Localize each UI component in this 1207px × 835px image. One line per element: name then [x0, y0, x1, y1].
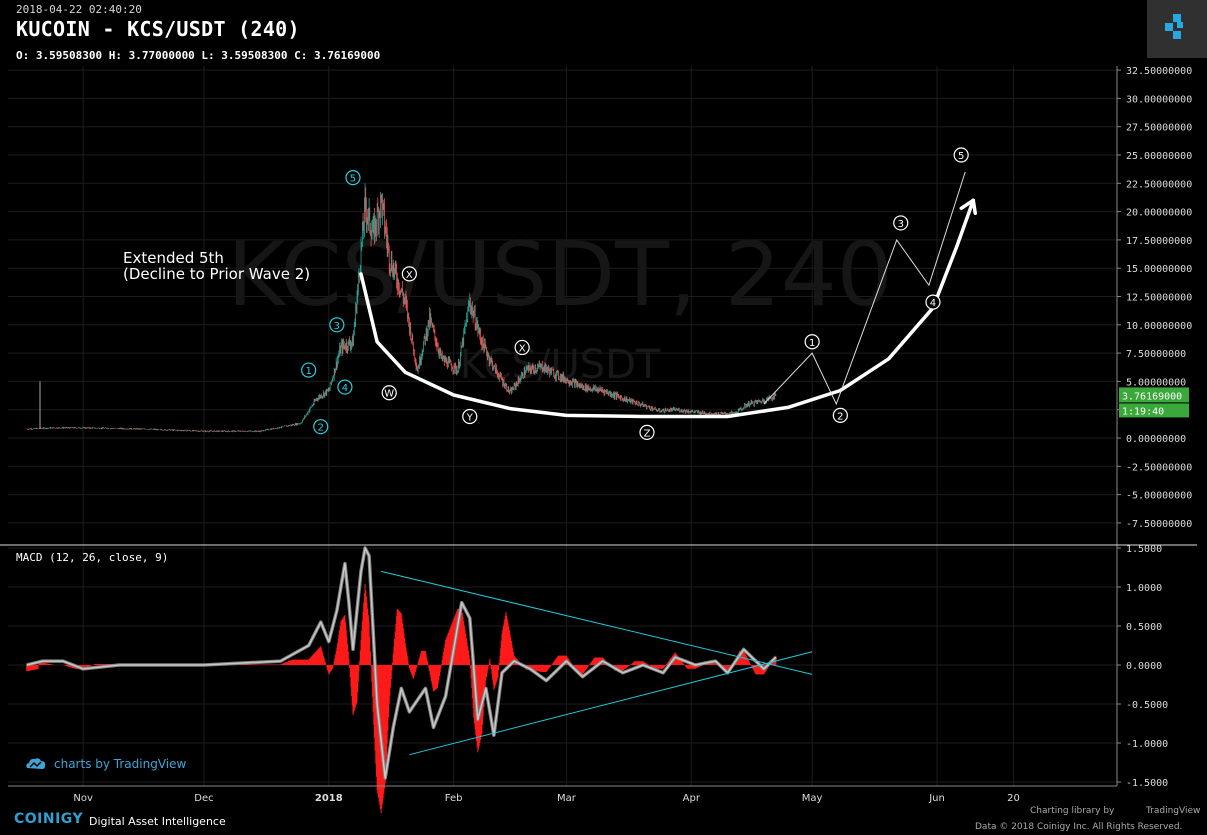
cup-curve-line [359, 198, 976, 419]
wave-label-text: 1 [305, 366, 311, 377]
y-tick-label: 7.50000000 [1126, 349, 1186, 360]
wave-label-text: 4 [930, 298, 936, 309]
y-tick-label: 15.00000000 [1126, 264, 1192, 275]
x-tick-label: Nov [73, 793, 93, 804]
wave-label-circle [462, 408, 478, 425]
y-tick-label: -2.50000000 [1126, 462, 1192, 473]
cup-curve [359, 198, 977, 419]
watermark: KCS/USDT, 240 KCS/USDT [227, 223, 893, 388]
macd-tick-label: -1.0000 [1126, 739, 1168, 750]
tradingview-credit[interactable]: charts by TradingView [54, 757, 187, 771]
y-tick-label: 30.00000000 [1126, 94, 1192, 105]
wave-label-circle [329, 317, 345, 333]
x-tick-label: 2018 [315, 793, 343, 804]
wave-label-text: Y [466, 412, 474, 423]
wave-label-text: 2 [318, 423, 324, 434]
tradingview-cloud-icon [26, 758, 46, 769]
chart-title: KUCOIN - KCS/USDT (240) [16, 17, 300, 41]
kucoin-logo-icon [1165, 14, 1183, 39]
grid [8, 66, 1117, 786]
macd-tick-label: -0.5000 [1126, 700, 1168, 711]
y-tick-label: 5.00000000 [1126, 377, 1186, 388]
wave-label-circle [953, 147, 969, 163]
wave-label-circle [401, 266, 417, 282]
macd-trendline-upper [381, 570, 813, 675]
wave-labels: 1 2 3 4 5 W X Y X Z 1 2 3 4 5 [301, 147, 969, 440]
macd-panel [26, 546, 813, 814]
y-tick-label: 27.50000000 [1126, 123, 1192, 134]
wave-label-text: 4 [342, 383, 348, 394]
wave-label-text: W [384, 389, 394, 400]
wave-label-text: 1 [809, 338, 815, 349]
y-tick-label: 32.50000000 [1126, 66, 1192, 77]
y-tick-label: -7.50000000 [1126, 519, 1192, 530]
x-tick-label: Feb [445, 793, 463, 804]
macd-tick-label: 0.0000 [1126, 661, 1162, 672]
coinigy-logo[interactable]: COINIGY [14, 811, 84, 827]
x-tick-label: Mar [557, 793, 577, 804]
header-datetime: 2018-04-22 02:40:20 [16, 3, 142, 16]
wave-label-circle [381, 385, 397, 401]
y-tick-label: -5.00000000 [1126, 491, 1192, 502]
macd-tick-label: 1.5000 [1126, 544, 1162, 555]
last-price-text: 3.76169000 [1122, 391, 1182, 402]
wave-label-text: 3 [898, 219, 904, 230]
cup-arrowhead [959, 198, 977, 216]
wave-label-circle [345, 170, 361, 186]
axes: Nov Dec 2018 Feb Mar Apr May Jun 2032.5000000030… [0, 66, 1197, 804]
charting-library-tradingview[interactable]: TradingView [1146, 806, 1201, 816]
extended-note-line2: (Decline to Prior Wave 2) [123, 265, 310, 283]
ohlc-readout: O: 3.59508300 H: 3.77000000 L: 3.5950830… [16, 49, 381, 62]
y-tick-label: 17.50000000 [1126, 236, 1192, 247]
macd-tick-label: -1.5000 [1126, 778, 1168, 789]
y-tick-label: 12.50000000 [1126, 293, 1192, 304]
y-tick-label: 10.00000000 [1126, 321, 1192, 332]
last-price-badge [1119, 387, 1189, 403]
extended-note-line1: Extended 5th [123, 249, 224, 267]
wave-label-circle [301, 362, 317, 378]
projection-line [763, 171, 966, 406]
macd-line [26, 547, 777, 779]
countdown-badge [1119, 403, 1189, 418]
projection-path [763, 171, 966, 406]
wave-label-circle [337, 379, 353, 395]
wave-label-circle [313, 419, 329, 435]
macd-trendline-lower [409, 651, 813, 756]
x-tick-label: Apr [683, 793, 701, 804]
wave-label-circle [832, 407, 848, 423]
watermark-main: KCS/USDT, 240 [227, 223, 893, 326]
x-tick-label: May [802, 793, 823, 804]
wave-label-text: 2 [837, 411, 843, 422]
charting-library-credit: Charting library by [1030, 806, 1115, 816]
coinigy-tagline: Digital Asset Intelligence [89, 815, 226, 828]
wave-label-circle [639, 424, 655, 440]
y-tick-label: 0.00000000 [1126, 434, 1186, 445]
macd-label: MACD (12, 26, close, 9) [16, 551, 169, 564]
x-tick-label: 20 [1007, 793, 1020, 804]
macd-tick-label: 1.0000 [1126, 583, 1162, 594]
y-tick-label: 20.00000000 [1126, 208, 1192, 219]
y-tick-label: 25.00000000 [1126, 151, 1192, 162]
wave-label-text: 5 [350, 174, 356, 185]
copyright: Data © 2018 Coinigy Inc. All Rights Rese… [975, 822, 1183, 832]
wave-label-circle [893, 215, 909, 231]
wave-label-circle [804, 334, 820, 350]
x-tick-label: Dec [194, 793, 213, 804]
kucoin-logo [1147, 0, 1207, 58]
macd-tick-label: 0.5000 [1126, 622, 1162, 633]
countdown-text: 1:19:40 [1122, 406, 1164, 417]
wave-label-text: X [406, 270, 413, 281]
wave-label-circle [925, 294, 941, 310]
wave-label-text: X [519, 343, 526, 354]
wave-label-text: 5 [958, 151, 964, 162]
wave-label-circle [514, 339, 530, 356]
x-tick-label: Jun [928, 793, 945, 804]
y-tick-label: 22.50000000 [1126, 179, 1192, 190]
price-candles [26, 183, 777, 433]
wave-label-text: 3 [334, 321, 340, 332]
wave-label-text: Z [644, 428, 651, 439]
